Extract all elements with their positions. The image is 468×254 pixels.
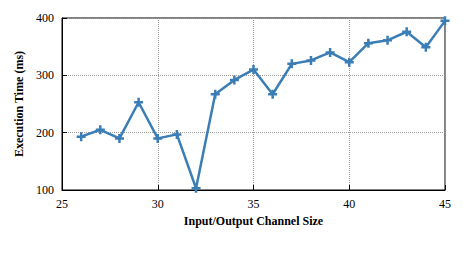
svg-text:40: 40 [343,197,355,211]
svg-text:35: 35 [248,197,260,211]
svg-text:30: 30 [152,197,164,211]
svg-text:100: 100 [36,183,54,197]
svg-text:Input/Output Channel Size: Input/Output Channel Size [184,214,324,228]
svg-text:25: 25 [56,197,68,211]
svg-text:45: 45 [439,197,451,211]
svg-text:200: 200 [36,126,54,140]
svg-text:400: 400 [36,11,54,25]
svg-text:Execution Time (ms): Execution Time (ms) [12,51,26,157]
svg-text:300: 300 [36,68,54,82]
